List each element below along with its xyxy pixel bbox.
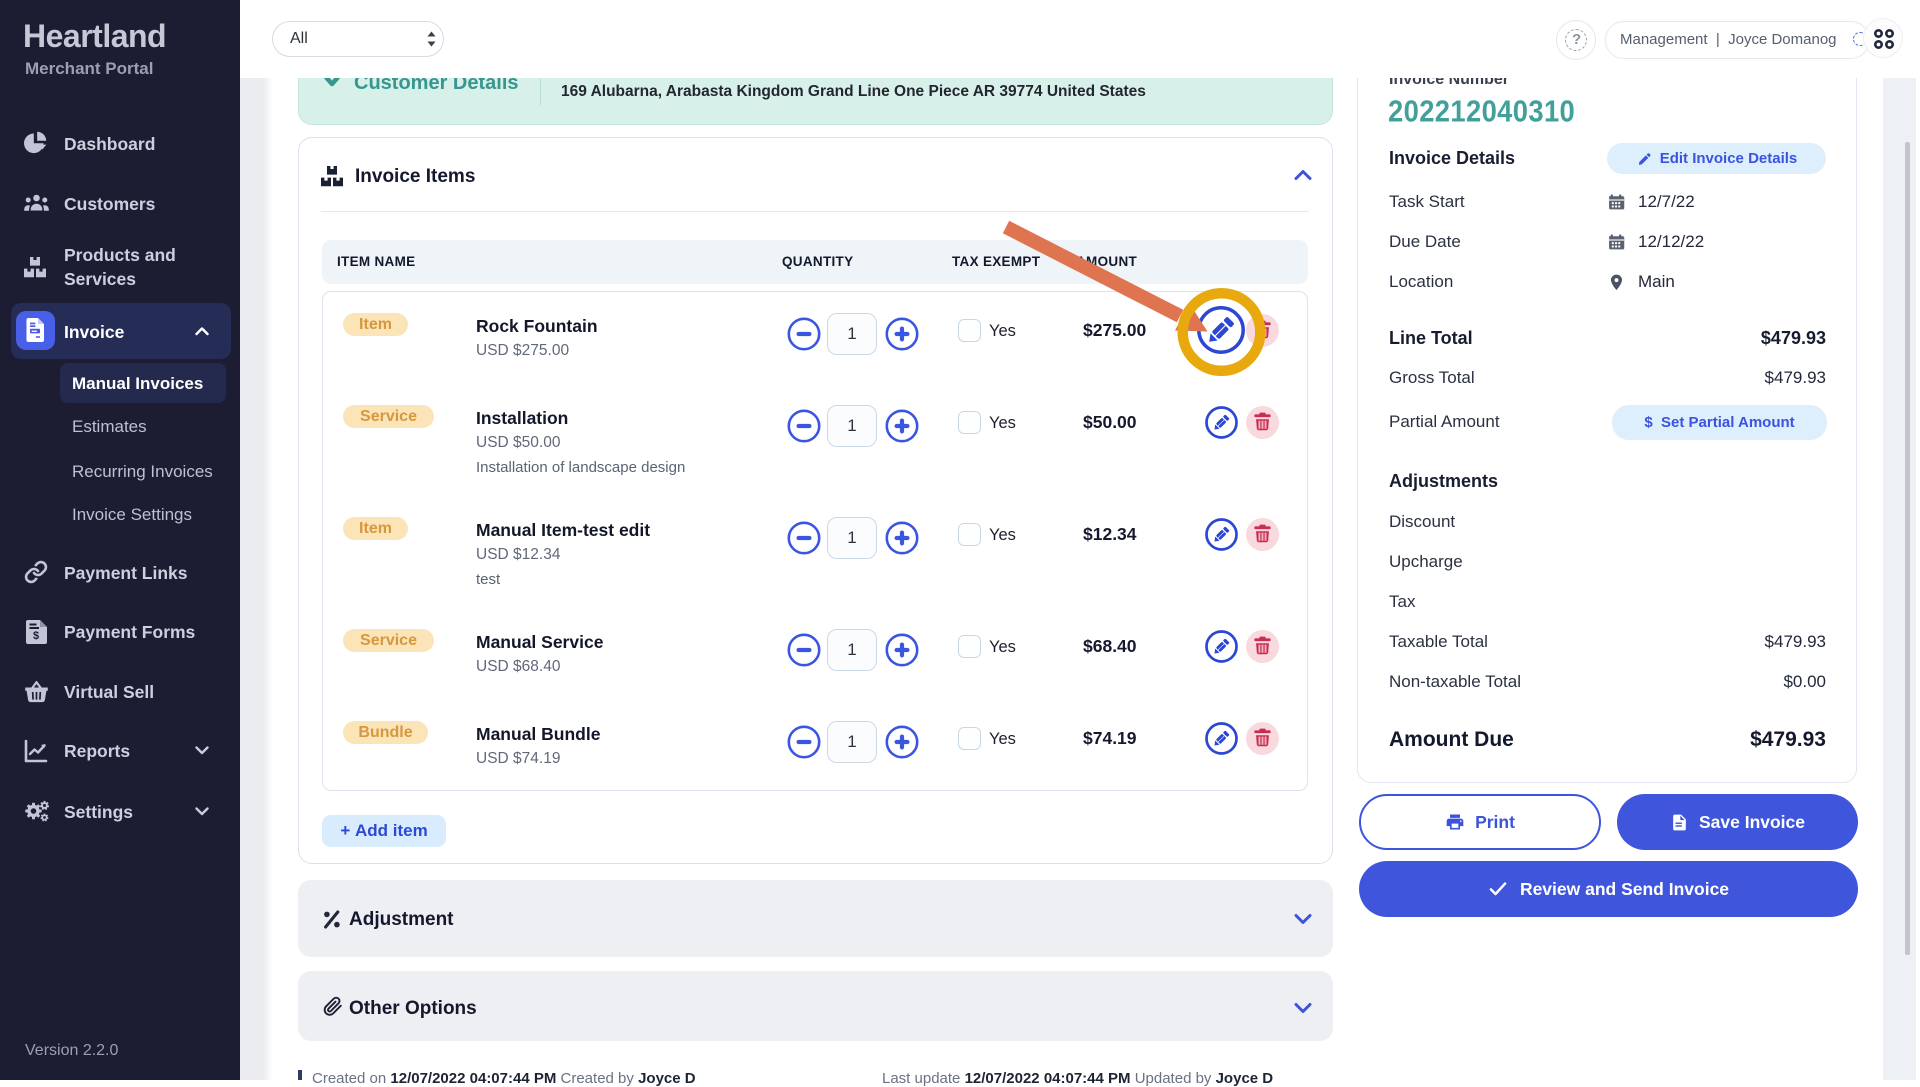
svg-text:$: $ [33, 630, 39, 642]
